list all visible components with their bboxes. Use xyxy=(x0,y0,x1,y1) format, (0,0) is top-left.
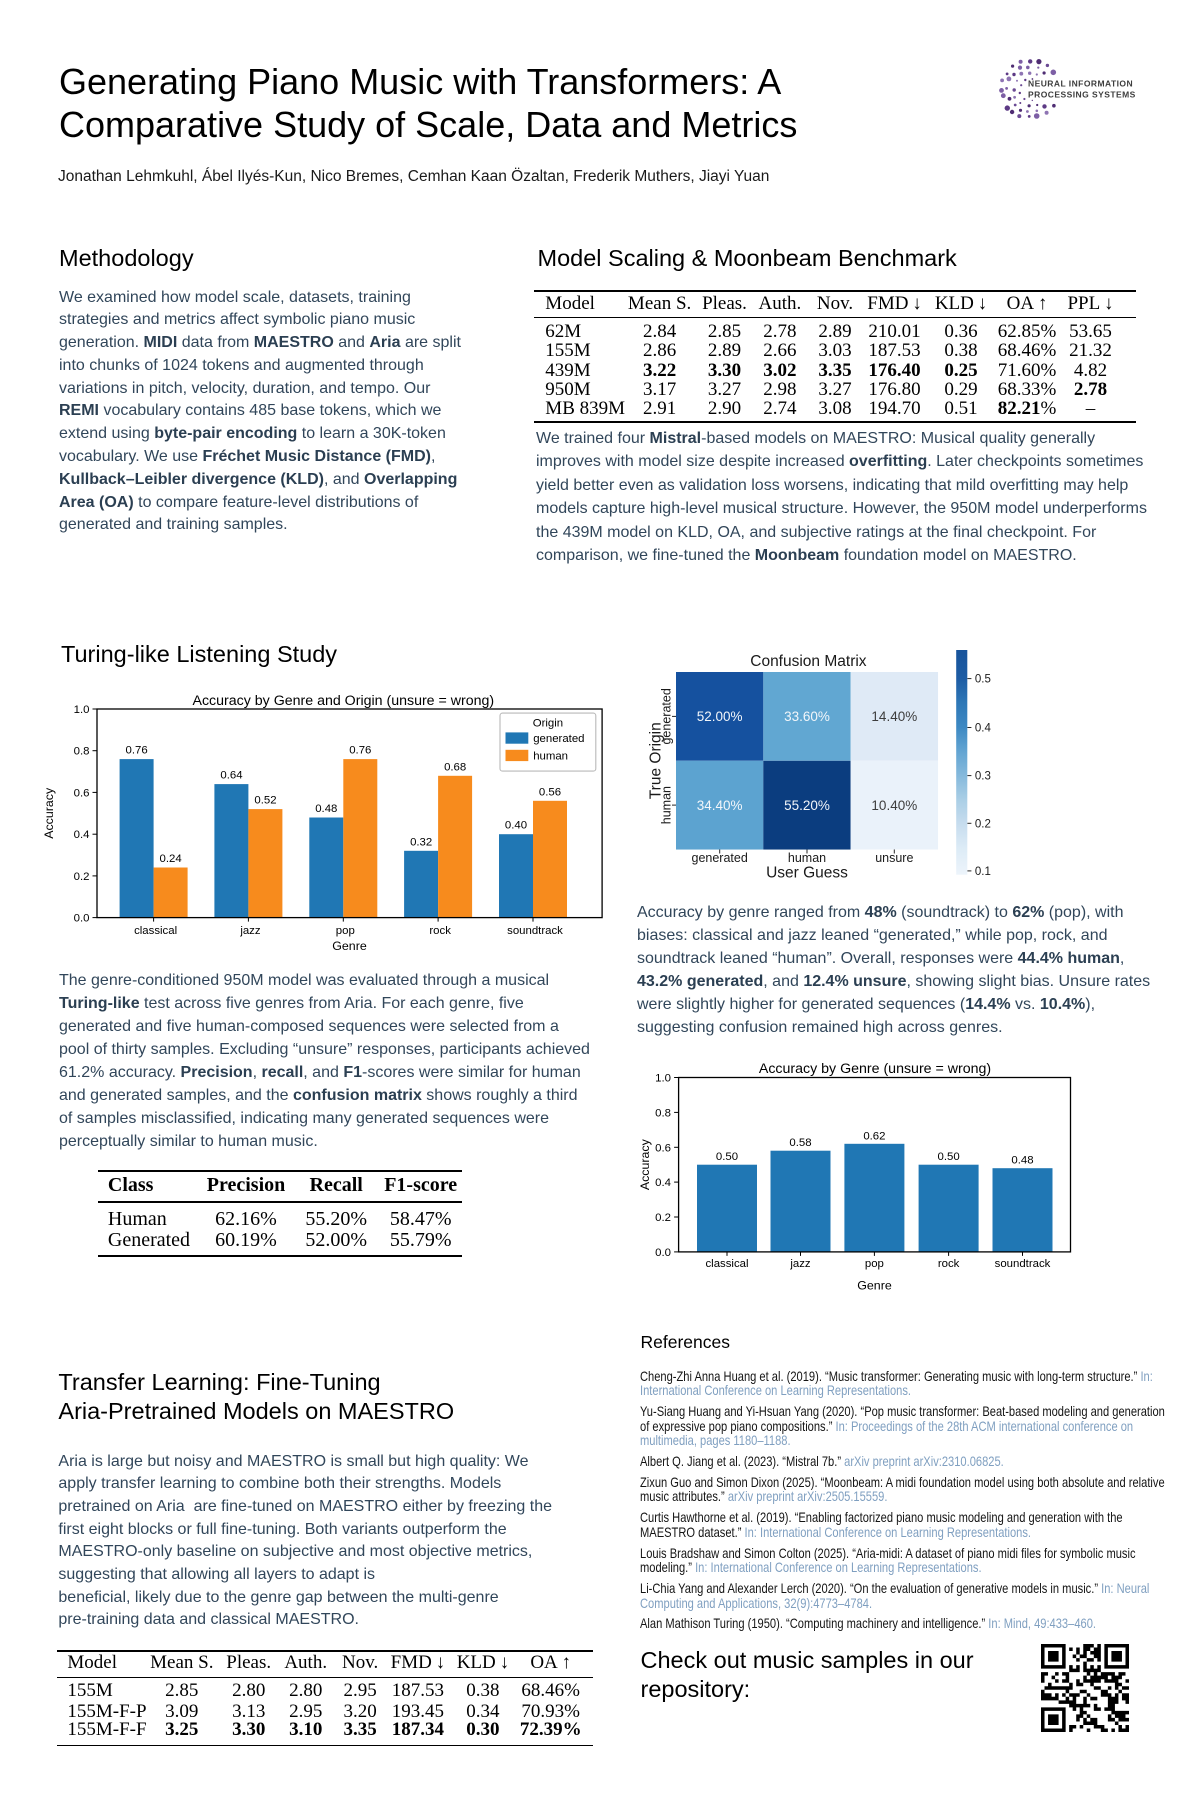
svg-text:0.2: 0.2 xyxy=(975,818,991,830)
svg-text:0.62: 0.62 xyxy=(863,1130,885,1142)
svg-text:34.40%: 34.40% xyxy=(697,798,743,813)
svg-text:0.0: 0.0 xyxy=(655,1247,671,1259)
svg-text:10.40%: 10.40% xyxy=(871,798,917,813)
svg-text:0.50: 0.50 xyxy=(716,1151,738,1163)
svg-text:0.8: 0.8 xyxy=(655,1107,671,1119)
svg-text:human: human xyxy=(533,750,568,762)
svg-text:classical: classical xyxy=(705,1258,748,1270)
svg-text:0.4: 0.4 xyxy=(975,723,992,735)
svg-text:0.1: 0.1 xyxy=(975,866,991,878)
svg-text:generated: generated xyxy=(660,688,674,744)
svg-text:0.50: 0.50 xyxy=(938,1151,960,1163)
svg-text:0.0: 0.0 xyxy=(74,913,90,925)
svg-text:0.24: 0.24 xyxy=(160,853,182,865)
svg-text:33.60%: 33.60% xyxy=(784,709,830,724)
svg-text:rock: rock xyxy=(938,1258,960,1270)
svg-text:0.2: 0.2 xyxy=(74,871,90,883)
svg-text:soundtrack: soundtrack xyxy=(507,925,563,937)
svg-text:True Origin: True Origin xyxy=(648,722,665,799)
svg-text:Accuracy by Genre and Origin (: Accuracy by Genre and Origin (unsure = w… xyxy=(192,693,494,709)
svg-text:0.76: 0.76 xyxy=(126,745,148,757)
svg-text:0.64: 0.64 xyxy=(220,770,242,782)
svg-text:1.0: 1.0 xyxy=(74,704,90,716)
svg-text:0.5: 0.5 xyxy=(975,674,991,686)
svg-text:Genre: Genre xyxy=(332,939,367,953)
svg-text:0.56: 0.56 xyxy=(539,786,561,798)
svg-text:0.52: 0.52 xyxy=(254,795,276,807)
svg-text:PROCESSING SYSTEMS: PROCESSING SYSTEMS xyxy=(1028,90,1136,100)
svg-text:52.00%: 52.00% xyxy=(697,709,743,724)
svg-text:User Guess: User Guess xyxy=(766,865,848,882)
svg-text:0.68: 0.68 xyxy=(444,761,466,773)
svg-text:pop: pop xyxy=(336,925,355,937)
svg-text:human: human xyxy=(788,851,826,865)
svg-text:0.6: 0.6 xyxy=(74,787,90,799)
svg-text:0.4: 0.4 xyxy=(74,829,90,841)
svg-text:1.0: 1.0 xyxy=(655,1073,671,1085)
svg-text:0.48: 0.48 xyxy=(1011,1155,1033,1167)
svg-text:Genre: Genre xyxy=(857,1278,892,1292)
svg-text:0.4: 0.4 xyxy=(655,1177,671,1189)
svg-text:0.58: 0.58 xyxy=(789,1137,811,1149)
svg-text:pop: pop xyxy=(865,1258,884,1270)
svg-text:Accuracy by Genre (unsure = wr: Accuracy by Genre (unsure = wrong) xyxy=(759,1061,991,1077)
svg-text:0.2: 0.2 xyxy=(655,1212,671,1224)
svg-text:0.32: 0.32 xyxy=(410,836,432,848)
svg-text:Accuracy: Accuracy xyxy=(638,1138,652,1190)
svg-text:0.48: 0.48 xyxy=(315,803,337,815)
svg-text:classical: classical xyxy=(134,925,177,937)
svg-text:generated: generated xyxy=(692,851,748,865)
svg-text:14.40%: 14.40% xyxy=(871,709,917,724)
svg-text:rock: rock xyxy=(429,925,451,937)
svg-text:0.8: 0.8 xyxy=(74,746,90,758)
svg-text:0.40: 0.40 xyxy=(505,820,527,832)
svg-text:0.6: 0.6 xyxy=(655,1142,671,1154)
svg-text:jazz: jazz xyxy=(239,925,261,937)
svg-text:0.3: 0.3 xyxy=(975,771,991,783)
svg-text:jazz: jazz xyxy=(789,1258,811,1270)
svg-text:Origin: Origin xyxy=(533,718,563,730)
svg-text:55.20%: 55.20% xyxy=(784,798,830,813)
svg-text:Confusion Matrix: Confusion Matrix xyxy=(750,653,867,670)
svg-text:0.76: 0.76 xyxy=(349,745,371,757)
svg-text:soundtrack: soundtrack xyxy=(995,1258,1051,1270)
svg-text:NEURAL INFORMATION: NEURAL INFORMATION xyxy=(1028,79,1133,89)
svg-text:Accuracy: Accuracy xyxy=(42,787,56,839)
svg-text:unsure: unsure xyxy=(875,851,913,865)
svg-text:generated: generated xyxy=(533,733,584,745)
svg-text:human: human xyxy=(660,786,674,824)
